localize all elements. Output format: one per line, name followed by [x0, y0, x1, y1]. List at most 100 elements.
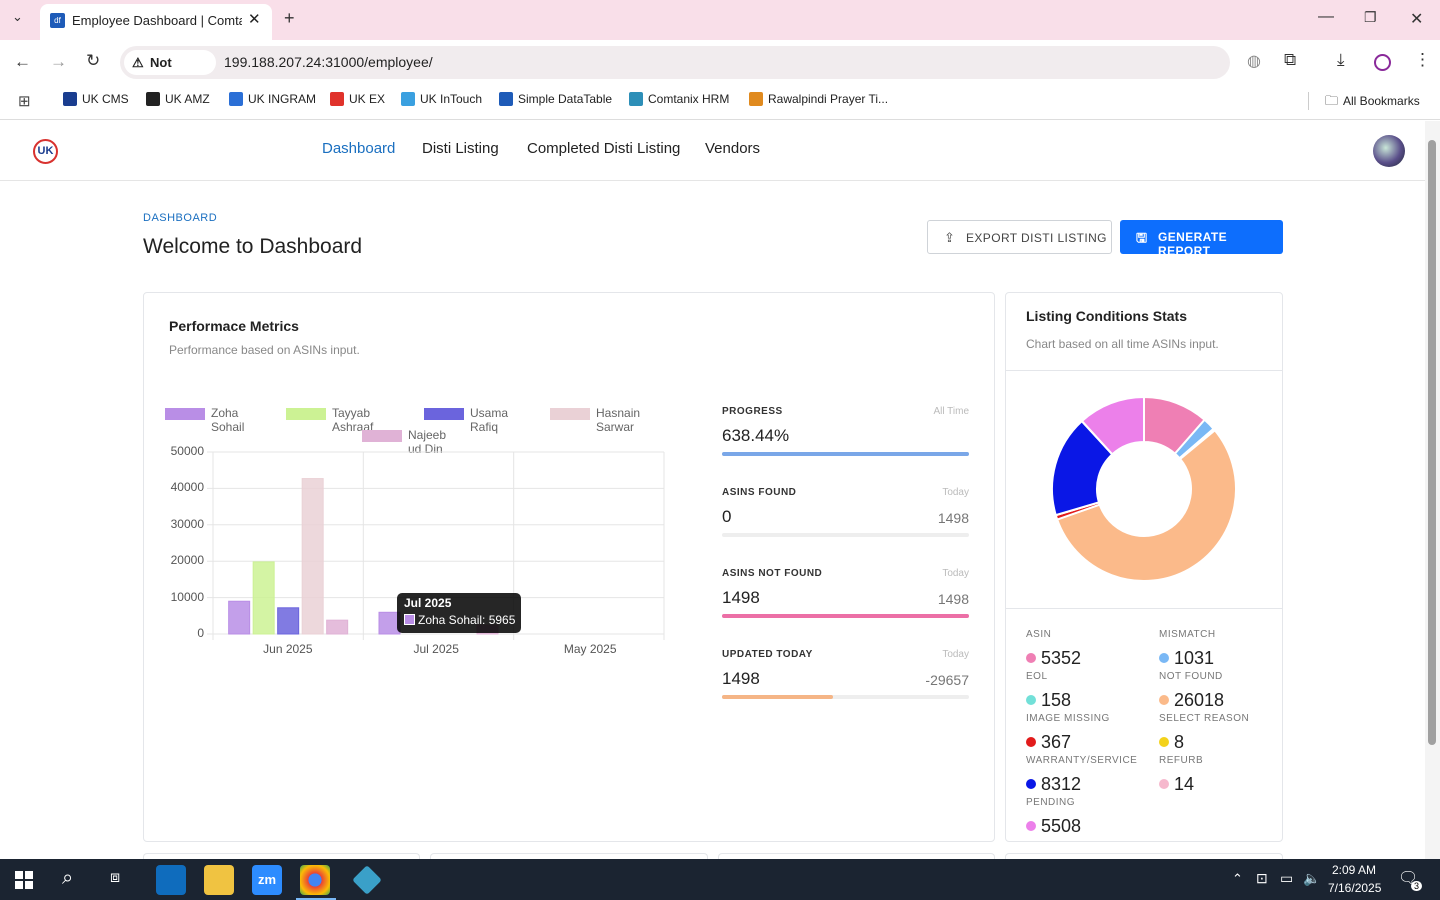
y-tick-label: 0: [197, 626, 204, 640]
tray-chevron-icon[interactable]: ⌃: [1232, 871, 1243, 886]
export-disti-listing-button[interactable]: ⇪ EXPORT DISTI LISTING: [927, 220, 1112, 254]
bookmark-item[interactable]: Simple DataTable: [499, 92, 612, 106]
extensions-puzzle-icon[interactable]: ⧉: [1284, 50, 1297, 69]
tray-network-icon[interactable]: ⊡: [1256, 870, 1268, 886]
x-tick-label: May 2025: [563, 642, 617, 656]
condition-label: ASIN: [1026, 629, 1052, 640]
bookmark-label: Rawalpindi Prayer Ti...: [768, 92, 889, 106]
stat-label: ASINS FOUND: [722, 487, 797, 498]
nav-dashboard[interactable]: Dashboard: [322, 140, 396, 157]
restore-icon[interactable]: ❐: [1364, 9, 1377, 25]
condition-value: 8312: [1026, 774, 1081, 795]
condition-label: MISMATCH: [1159, 629, 1216, 640]
bookmark-item[interactable]: UK EX: [330, 92, 385, 106]
close-window-icon[interactable]: ✕: [1410, 11, 1424, 28]
stat-label: PROGRESS: [722, 406, 783, 417]
bookmark-item[interactable]: UK INGRAM: [229, 92, 316, 106]
menu-kebab-icon[interactable]: ⋮: [1414, 50, 1431, 69]
security-chip[interactable]: ⚠ Not secure: [124, 50, 216, 95]
legend-label[interactable]: Zoha Sohail: [211, 406, 245, 434]
bookmarks-bar: ⊞ UK CMS UK AMZ UK INGRAM UK EX UK InTouch Si…: [0, 84, 1440, 120]
generate-report-button[interactable]: 🖫 GENERATE REPORT: [1120, 220, 1283, 258]
legend-swatch[interactable]: [424, 408, 464, 420]
omnibox[interactable]: ⚠ Not secure 199.188.207.24:31000/employ…: [120, 46, 1230, 95]
condition-value: 26018: [1159, 690, 1224, 711]
listing-subtitle: Chart based on all time ASINs input.: [1026, 337, 1219, 351]
chrome-icon[interactable]: [300, 865, 330, 895]
new-tab-plus-icon[interactable]: +: [284, 8, 295, 28]
browser-tab-bar: ⌄ df Employee Dashboard | Comtani ✕ + — …: [0, 0, 1440, 40]
y-tick-label: 30000: [170, 516, 204, 531]
forward-arrow-icon[interactable]: →: [50, 52, 67, 71]
bookmark-item[interactable]: UK InTouch: [401, 92, 482, 106]
browser-tab-active[interactable]: df Employee Dashboard | Comtani ✕: [40, 4, 272, 40]
user-avatar[interactable]: [1373, 135, 1405, 167]
bookmark-favicon-icon: [146, 92, 160, 106]
condition-label: IMAGE MISSING: [1026, 713, 1110, 724]
performance-metrics-card: Performace Metrics Performance based on …: [143, 292, 995, 842]
legend-swatch[interactable]: [165, 408, 205, 420]
reload-icon[interactable]: ↻: [86, 51, 101, 70]
scrollbar-thumb[interactable]: [1428, 140, 1436, 745]
legend-label[interactable]: Hasnain Sarwar: [596, 406, 641, 434]
condition-label: WARRANTY/SERVICE: [1026, 755, 1138, 766]
back-arrow-icon[interactable]: ←: [14, 52, 31, 71]
stat-value: 0: [722, 507, 732, 526]
apps-grid-icon[interactable]: ⊞: [18, 93, 31, 110]
nav-disti-listing[interactable]: Disti Listing: [422, 140, 499, 157]
perf-subtitle: Performance based on ASINs input.: [169, 343, 360, 357]
condition-value: 5508: [1026, 816, 1081, 837]
condition-number: 8312: [1041, 774, 1082, 794]
legend-label[interactable]: Najeeb ud Din: [408, 428, 447, 456]
bookmark-item[interactable]: UK AMZ: [146, 92, 210, 106]
tooltip-swatch: [404, 614, 415, 625]
task-view-icon[interactable]: ⧈: [110, 869, 121, 886]
legend-swatch[interactable]: [286, 408, 326, 420]
condition-number: 5508: [1041, 816, 1082, 836]
app-diamond-icon[interactable]: [352, 865, 382, 895]
y-tick-label: 40000: [170, 480, 204, 495]
minimize-icon[interactable]: —: [1318, 8, 1334, 25]
card-stub: [143, 853, 420, 861]
tray-display-icon[interactable]: ▭: [1280, 870, 1294, 886]
bookmark-favicon-icon: [499, 92, 513, 106]
stat-period: Today: [942, 649, 969, 660]
breadcrumb[interactable]: DASHBOARD: [143, 212, 218, 224]
zoom-icon[interactable]: zm: [252, 865, 282, 895]
all-bookmarks-folder[interactable]: 🗀 All Bookmarks: [1325, 92, 1420, 114]
bookmark-item[interactable]: Comtanix HRM: [629, 92, 729, 106]
clock-date[interactable]: 7/16/2025: [1328, 881, 1382, 895]
tray-volume-muted-icon[interactable]: 🔈: [1303, 870, 1321, 886]
windows-start-icon[interactable]: [15, 871, 33, 889]
search-icon[interactable]: ⌕: [62, 867, 74, 889]
condition-dot: [1026, 695, 1036, 705]
nav-completed-disti-listing[interactable]: Completed Disti Listing: [527, 140, 681, 157]
legend-swatch[interactable]: [550, 408, 590, 420]
bookmark-favicon-icon: [63, 92, 77, 106]
card-stub: [1005, 853, 1283, 861]
stat-label: UPDATED TODAY: [722, 649, 813, 660]
condition-number: 8: [1174, 732, 1185, 752]
legend-label[interactable]: Usama Rafiq: [470, 406, 509, 434]
bookmark-label: UK InTouch: [420, 92, 483, 106]
bookmark-item[interactable]: Rawalpindi Prayer Ti...: [749, 92, 888, 106]
tab-close-icon[interactable]: ✕: [248, 11, 261, 28]
bookmark-item[interactable]: UK CMS: [63, 92, 129, 106]
tab-search-chevron-icon[interactable]: ⌄: [12, 9, 23, 24]
bookmarks-divider: [1308, 92, 1309, 110]
legend-swatch[interactable]: [362, 430, 402, 442]
donut-slice-not-found: [1055, 428, 1237, 582]
uk-logo[interactable]: UK: [33, 139, 58, 164]
profile-icon[interactable]: [1374, 54, 1391, 71]
translate-globe-icon[interactable]: ◍: [1247, 53, 1261, 70]
url-text[interactable]: 199.188.207.24:31000/employee/: [224, 54, 433, 70]
clock-time[interactable]: 2:09 AM: [1332, 863, 1377, 877]
outlook-icon[interactable]: [156, 865, 186, 895]
y-tick-label: 50000: [170, 444, 204, 458]
nav-vendors[interactable]: Vendors: [705, 140, 761, 157]
bookmark-favicon-icon: [629, 92, 643, 106]
file-explorer-icon[interactable]: [204, 865, 234, 895]
condition-value: 14: [1159, 774, 1194, 795]
condition-value: 158: [1026, 690, 1071, 711]
download-icon[interactable]: ⤓: [1337, 50, 1345, 69]
